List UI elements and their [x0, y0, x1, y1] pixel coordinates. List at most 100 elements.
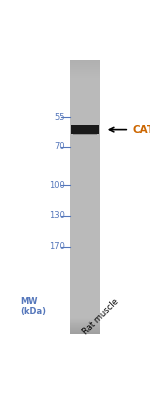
Bar — [70, 249, 100, 250]
Bar — [70, 124, 100, 125]
Bar — [70, 307, 100, 308]
Bar — [70, 126, 100, 127]
Bar — [70, 263, 100, 264]
Bar — [70, 270, 100, 271]
Bar — [70, 61, 100, 62]
Bar — [70, 145, 100, 146]
Bar — [70, 90, 100, 91]
Bar — [70, 177, 100, 178]
Bar — [70, 158, 100, 159]
Text: Rat muscle: Rat muscle — [81, 296, 120, 336]
Bar — [70, 215, 100, 216]
Bar — [70, 260, 100, 261]
Bar — [70, 180, 100, 181]
Bar — [70, 76, 100, 78]
Bar — [70, 91, 100, 92]
Bar — [70, 185, 100, 186]
Bar — [70, 146, 100, 147]
Bar — [70, 251, 100, 252]
Bar — [70, 232, 100, 233]
Bar — [70, 64, 100, 66]
Bar — [70, 280, 100, 282]
Bar — [70, 322, 100, 324]
Bar — [70, 178, 100, 179]
Bar — [70, 246, 100, 247]
Bar — [70, 305, 100, 306]
Bar — [70, 107, 100, 108]
Bar — [70, 228, 100, 229]
Bar — [70, 86, 100, 87]
Bar — [70, 66, 100, 68]
Bar — [70, 279, 100, 280]
Bar — [70, 199, 100, 200]
Bar — [70, 110, 100, 112]
Bar — [70, 308, 100, 309]
Bar — [70, 104, 100, 105]
Bar — [70, 241, 100, 242]
Bar — [70, 274, 100, 275]
Bar — [70, 204, 100, 206]
Bar — [70, 167, 100, 168]
Bar — [70, 121, 100, 122]
Bar — [70, 151, 100, 153]
Bar — [70, 72, 100, 73]
Bar — [70, 64, 100, 65]
Bar — [70, 141, 100, 142]
Bar — [70, 262, 100, 263]
Bar — [70, 297, 100, 298]
Bar — [70, 89, 100, 90]
Bar — [70, 115, 100, 116]
Bar — [70, 202, 100, 203]
Bar — [70, 66, 100, 67]
Bar — [70, 236, 100, 238]
Bar — [70, 118, 100, 119]
Bar — [70, 326, 100, 327]
Bar — [70, 120, 100, 122]
Bar — [70, 201, 100, 202]
Bar — [70, 162, 100, 164]
Bar — [70, 74, 100, 75]
Bar — [70, 153, 100, 154]
Bar — [70, 325, 100, 326]
Bar — [70, 287, 100, 288]
Bar — [70, 222, 100, 223]
Bar — [70, 156, 100, 157]
Bar — [70, 105, 100, 106]
Bar — [70, 216, 100, 218]
Bar — [70, 306, 100, 307]
Bar — [70, 69, 100, 70]
Bar — [70, 237, 100, 238]
Bar — [70, 317, 100, 318]
Bar — [70, 311, 100, 312]
Bar — [70, 219, 100, 220]
Bar — [70, 192, 100, 193]
Bar — [70, 138, 100, 140]
Bar — [70, 150, 100, 151]
Bar — [70, 259, 100, 260]
Bar — [70, 295, 100, 296]
Bar — [70, 109, 100, 110]
Bar — [70, 188, 100, 189]
Bar — [70, 88, 100, 90]
Bar — [70, 248, 100, 250]
Bar — [70, 210, 100, 211]
Bar — [70, 328, 100, 329]
Bar — [70, 136, 100, 137]
Bar — [70, 174, 100, 176]
Bar — [70, 163, 100, 164]
Bar — [70, 165, 100, 166]
Bar — [70, 157, 100, 158]
Bar — [70, 123, 100, 124]
Bar — [70, 276, 100, 277]
Bar — [70, 218, 100, 219]
Bar — [70, 206, 100, 208]
Bar — [70, 170, 100, 172]
Bar — [70, 268, 100, 269]
Bar — [70, 98, 100, 99]
Bar — [70, 197, 100, 198]
Bar — [70, 166, 100, 167]
Bar — [70, 138, 100, 139]
Bar — [70, 333, 100, 334]
Bar — [70, 84, 100, 85]
Bar — [70, 283, 100, 284]
